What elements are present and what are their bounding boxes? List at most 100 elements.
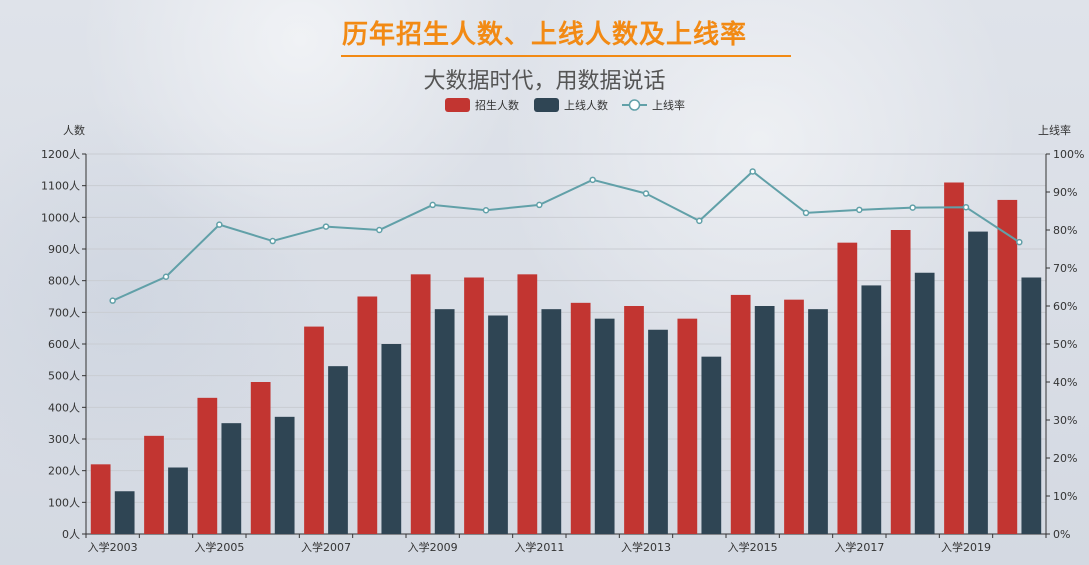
- rate-point: [322, 223, 330, 230]
- x-tick-label: 入学2019: [941, 540, 991, 554]
- bar-pass: [1021, 277, 1042, 534]
- y-left-tick-label: 100人: [48, 496, 80, 509]
- rate-point: [216, 221, 223, 228]
- bar-pass: [114, 491, 135, 534]
- bar-enroll: [624, 306, 644, 534]
- x-tick-label: 入学2017: [834, 540, 884, 554]
- bar-enroll: [944, 182, 964, 534]
- bar-pass: [808, 309, 828, 534]
- bar-enroll: [304, 326, 324, 534]
- y-right-tick-label: 100%: [1053, 148, 1084, 161]
- rate-point: [482, 206, 490, 214]
- bar-enroll: [410, 274, 431, 534]
- y-left-tick-label: 200人: [48, 465, 80, 478]
- title-underline: [341, 55, 791, 57]
- y-left-tick-label: 1000人: [41, 211, 80, 224]
- rate-point: [269, 237, 276, 245]
- y-left-tick-label: 700人: [48, 306, 80, 319]
- bar-enroll: [570, 302, 591, 534]
- y-right-tick-label: 0%: [1053, 528, 1070, 541]
- bar-pass: [434, 309, 455, 534]
- bar-pass: [914, 272, 935, 534]
- bar-enroll: [197, 397, 218, 534]
- bar-enroll: [837, 242, 858, 534]
- x-tick-label: 入学2003: [88, 540, 138, 554]
- y-left-tick-label: 800人: [48, 275, 80, 288]
- y-right-tick-label: 50%: [1053, 338, 1077, 351]
- bar-pass: [221, 423, 242, 534]
- rate-point: [589, 176, 596, 184]
- rate-point: [376, 226, 383, 234]
- y-right-tick-label: 70%: [1053, 262, 1077, 275]
- legend-label-pass: 上线人数: [564, 98, 608, 112]
- bar-enroll: [517, 274, 538, 534]
- rate-point: [696, 217, 703, 225]
- rate-line: [112, 170, 1020, 302]
- y-right-tick-label: 20%: [1053, 452, 1077, 465]
- x-tick-label: 入学2013: [621, 540, 671, 554]
- y-left-tick-label: 0人: [62, 528, 80, 541]
- x-tick-label: 入学2007: [301, 540, 351, 554]
- bar-pass: [648, 329, 668, 534]
- y-right-tick-label: 80%: [1053, 224, 1077, 237]
- bar-pass: [274, 416, 295, 534]
- y-left-tick-label: 1200人: [41, 148, 80, 161]
- x-tick-label: 入学2011: [514, 540, 564, 554]
- bar-enroll: [784, 299, 804, 534]
- bar-enroll: [144, 435, 164, 534]
- y-left-tick-label: 300人: [48, 433, 80, 446]
- y-right-tick-label: 10%: [1053, 490, 1077, 503]
- y-left-axis-label: 人数: [63, 124, 85, 137]
- x-tick-label: 入学2015: [728, 540, 778, 554]
- bar-enroll: [357, 296, 378, 534]
- bar-enroll: [997, 199, 1018, 534]
- chart-title: 历年招生人数、上线人数及上线率: [341, 20, 747, 50]
- bar-pass: [541, 309, 562, 534]
- bar-pass: [381, 344, 402, 534]
- rate-point: [109, 297, 116, 304]
- chart-subtitle: 大数据时代，用数据说话: [423, 69, 666, 94]
- rate-point: [642, 190, 650, 197]
- legend-swatch-enroll: [445, 98, 470, 112]
- legend-label-enroll: 招生人数: [475, 98, 519, 112]
- x-tick-label: 入学2005: [194, 540, 244, 554]
- y-left-tick-label: 1100人: [41, 180, 80, 193]
- bar-pass: [861, 285, 882, 534]
- bar-enroll: [890, 230, 911, 534]
- y-left-tick-label: 400人: [48, 401, 80, 414]
- bar-pass: [701, 356, 722, 534]
- bar-pass: [168, 467, 188, 534]
- legend-label-rate: 上线率: [652, 98, 685, 112]
- y-right-tick-label: 40%: [1053, 376, 1077, 389]
- bar-pass: [754, 306, 775, 534]
- y-left-tick-label: 500人: [48, 370, 80, 383]
- bar-pass: [488, 315, 508, 534]
- bar-pass: [328, 366, 348, 534]
- rate-point: [162, 273, 170, 280]
- y-right-tick-label: 90%: [1053, 186, 1077, 199]
- rate-point: [1016, 238, 1023, 246]
- rate-point: [802, 209, 810, 217]
- bar-enroll: [90, 464, 111, 534]
- y-right-tick-label: 60%: [1053, 300, 1077, 313]
- bar-enroll: [464, 277, 484, 534]
- y-right-axis-label: 上线率: [1038, 123, 1071, 137]
- y-right-tick-label: 30%: [1053, 414, 1077, 427]
- bar-pass: [968, 231, 988, 535]
- y-left-tick-label: 600人: [48, 338, 80, 351]
- bar-enroll: [250, 382, 271, 534]
- bar-enroll: [730, 294, 751, 534]
- bar-pass: [594, 318, 615, 534]
- rate-point: [856, 206, 863, 214]
- rate-point: [536, 201, 543, 209]
- rate-point: [749, 168, 756, 175]
- legend-swatch-pass: [534, 98, 559, 112]
- x-tick-label: 入学2009: [408, 540, 458, 554]
- y-left-tick-label: 900人: [48, 243, 80, 256]
- rate-point: [962, 203, 970, 211]
- bar-enroll: [677, 318, 698, 534]
- rate-point: [909, 204, 916, 211]
- rate-point: [429, 201, 436, 209]
- legend-swatch-rate-dot: [628, 99, 641, 111]
